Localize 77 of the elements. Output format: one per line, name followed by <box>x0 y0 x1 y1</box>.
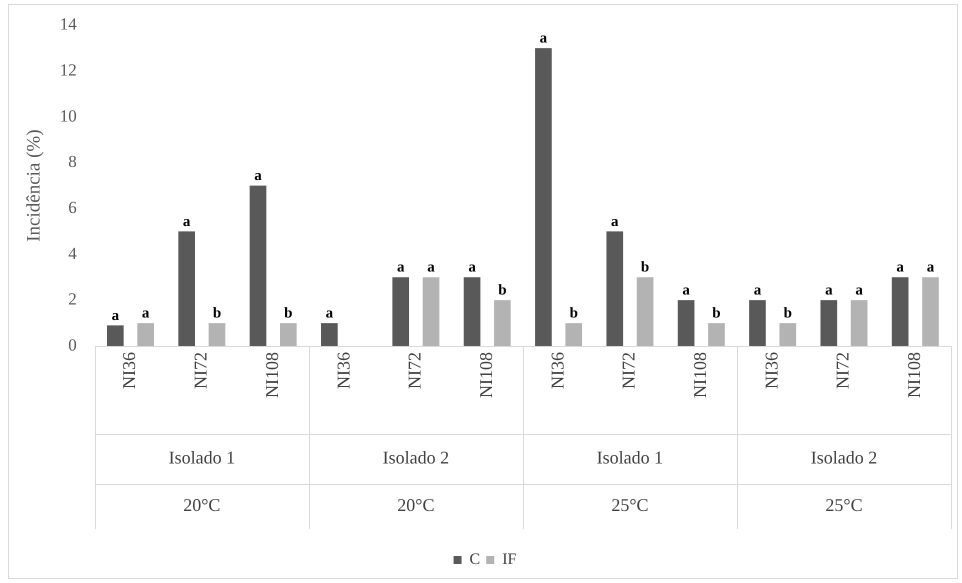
data-label: b <box>784 305 792 322</box>
text: 25°C <box>611 495 649 516</box>
y-tick-label: 2 <box>68 290 77 309</box>
bar <box>422 277 440 346</box>
bar <box>392 277 410 346</box>
text: Isolado 1 <box>168 448 236 468</box>
bar <box>208 323 226 346</box>
text: 20°C <box>397 495 434 516</box>
data-label: a <box>682 282 690 299</box>
bar <box>708 323 725 346</box>
bar <box>820 300 838 346</box>
bar <box>922 277 939 346</box>
data-label: a <box>926 260 935 276</box>
x-tick-label: NI72 <box>832 352 853 389</box>
data-label: a <box>427 260 436 276</box>
bar <box>636 277 654 346</box>
bar <box>678 300 694 346</box>
bar <box>494 300 511 346</box>
data-label: a <box>611 214 620 230</box>
bar <box>606 231 624 346</box>
data-label: a <box>540 30 548 46</box>
data-label: b <box>284 305 293 322</box>
bar <box>321 323 338 346</box>
bar <box>749 300 766 346</box>
bar <box>280 323 297 346</box>
x-tick-label: NI108 <box>690 352 710 398</box>
y-tick-label: 8 <box>68 152 77 172</box>
x-tick-label: NI72 <box>404 352 425 389</box>
data-label: a <box>326 305 334 322</box>
x-tick-label: NI72 <box>618 352 639 389</box>
bar <box>850 300 868 346</box>
x-tick-label: NI36 <box>761 352 782 389</box>
x-tick-label: NI36 <box>333 352 354 389</box>
data-label: a <box>825 282 834 299</box>
data-label: a <box>855 282 864 299</box>
x-tick-label: NI108 <box>476 352 496 398</box>
data-label: b <box>498 282 507 299</box>
bar <box>137 323 154 346</box>
x-tick-label: NI36 <box>119 352 140 389</box>
bar <box>779 323 796 346</box>
legend-label: IF <box>502 551 517 568</box>
y-tick-label: 6 <box>68 198 77 217</box>
x-tick-label: NI36 <box>547 352 568 389</box>
data-label: b <box>712 305 721 322</box>
data-label: b <box>640 260 650 276</box>
legend-label: C <box>470 551 480 568</box>
bar <box>892 277 908 346</box>
data-label: a <box>142 305 150 322</box>
bar <box>178 231 195 346</box>
y-tick-label: 0 <box>68 335 77 354</box>
bar <box>464 277 480 346</box>
text: Isolado 1 <box>596 448 664 468</box>
data-label: b <box>212 305 222 322</box>
y-tick-label: 12 <box>60 60 77 80</box>
bar <box>535 48 552 346</box>
data-label: a <box>396 260 405 276</box>
bar <box>106 325 124 346</box>
data-label: a <box>896 260 904 276</box>
data-label: a <box>468 260 476 276</box>
bar <box>565 323 582 346</box>
text: Isolado 2 <box>810 448 878 468</box>
x-tick-label: NI108 <box>262 352 282 398</box>
data-label: b <box>570 305 578 322</box>
x-tick-label: NI72 <box>190 352 211 389</box>
y-tick-label: 4 <box>68 244 78 263</box>
data-label: a <box>112 308 120 324</box>
bar <box>250 186 266 346</box>
y-tick-label: 10 <box>60 106 77 126</box>
text: 20°C <box>183 495 220 516</box>
x-tick-label: NI108 <box>904 352 924 398</box>
text: 25°C <box>825 495 863 516</box>
y-axis-title: Incidência (%) <box>23 129 44 242</box>
data-label: a <box>182 214 191 230</box>
y-tick-label: 14 <box>60 14 78 34</box>
data-label: a <box>254 168 262 184</box>
text: Isolado 2 <box>382 448 450 468</box>
data-label: a <box>754 282 762 299</box>
